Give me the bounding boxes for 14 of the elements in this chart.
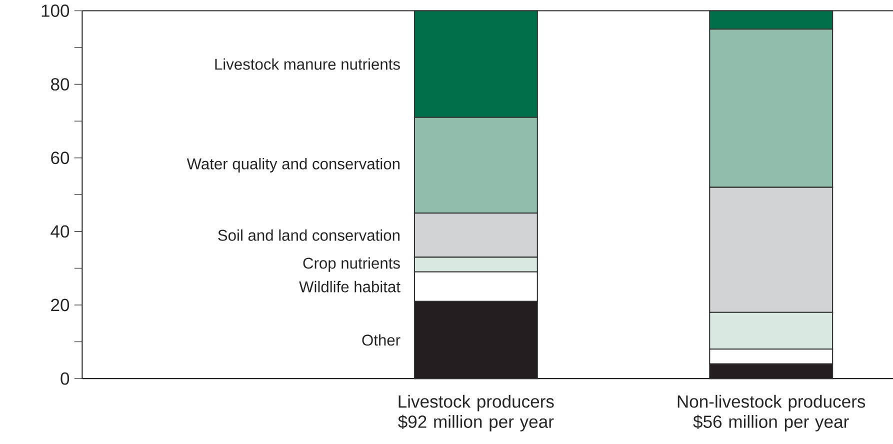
- y-tick-label: 20: [51, 298, 70, 312]
- series-label: Other: [362, 334, 400, 346]
- x-tick-label: Livestock producers $92 million per year: [398, 394, 554, 432]
- y-tick-label: 80: [51, 78, 70, 91]
- series-label: Water quality and conservation: [186, 158, 400, 173]
- series-label: Livestock manure nutrients: [215, 58, 400, 70]
- x-tick-label: Non-livestock producers $56 million per year: [678, 394, 866, 432]
- series-label: Wildlife habitat: [299, 280, 400, 292]
- y-tick-label: 60: [51, 152, 70, 164]
- y-tick-label: 0: [60, 372, 70, 385]
- series-label: Soil and land conservation: [218, 229, 400, 241]
- series-label: Crop nutrients: [303, 257, 400, 272]
- y-tick-label: 40: [50, 225, 70, 238]
- y-tick-label: 100: [42, 4, 70, 17]
